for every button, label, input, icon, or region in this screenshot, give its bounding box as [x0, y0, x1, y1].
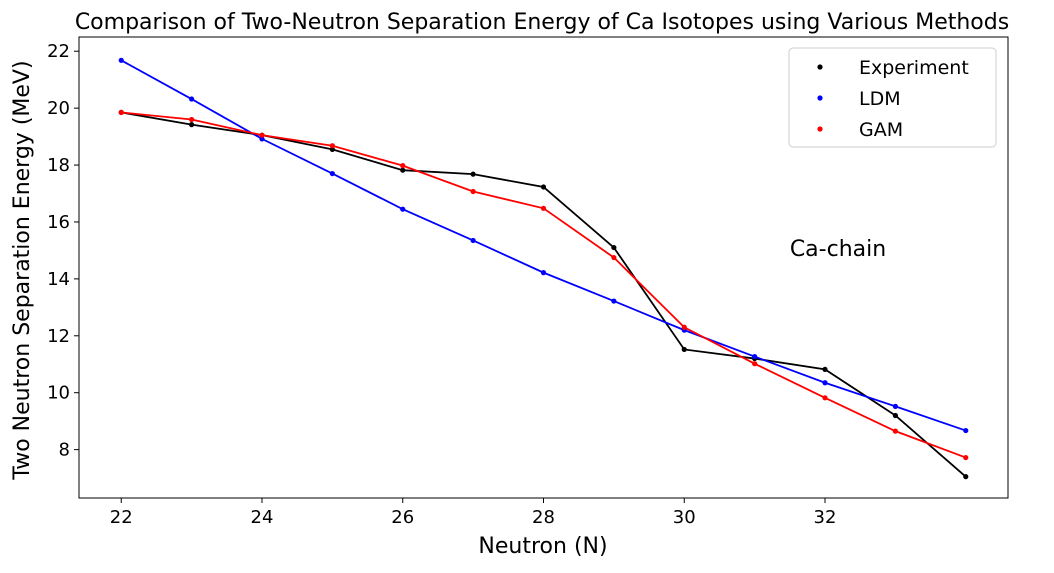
- data-point-ldm: [470, 237, 476, 244]
- data-point-experiment: [963, 474, 969, 480]
- data-point-experiment: [400, 167, 406, 173]
- data-point-experiment: [611, 244, 617, 251]
- data-point-ldm: [892, 403, 898, 409]
- data-point-gam: [892, 428, 898, 434]
- y-axis-label: Two Neutron Separation Energy (MeV): [10, 60, 35, 480]
- data-point-gam: [611, 254, 617, 261]
- data-point-ldm: [963, 427, 969, 434]
- x-tick-label: 30: [673, 507, 696, 528]
- legend: Experiment LDM GAM: [788, 47, 997, 148]
- data-point-ldm: [118, 57, 124, 63]
- y-ticks: 8 10 12 14 16 18 20 22: [47, 41, 79, 461]
- data-point-gam: [118, 109, 124, 116]
- data-point-gam: [189, 116, 195, 123]
- data-point-gam: [681, 324, 687, 330]
- data-point-gam: [963, 454, 969, 461]
- data-point-ldm: [259, 136, 265, 142]
- data-point-experiment: [540, 184, 547, 190]
- legend-marker-experiment: [817, 64, 823, 70]
- annotation-label: Ca-chain: [790, 237, 886, 262]
- y-tick-label: 20: [47, 98, 70, 119]
- x-tick-label: 22: [110, 507, 133, 528]
- data-point-gam: [259, 132, 265, 138]
- data-point-gam: [329, 143, 335, 149]
- data-point-ldm: [752, 353, 758, 360]
- x-ticks: 22 24 26 28 30 32: [110, 498, 837, 528]
- x-axis-label: Neutron (N): [478, 534, 607, 559]
- series-line-experiment: [121, 111, 967, 478]
- x-tick-label: 24: [251, 507, 274, 528]
- y-tick-label: 12: [47, 326, 70, 347]
- legend-marker-ldm: [817, 95, 823, 101]
- y-tick-label: 22: [47, 41, 70, 62]
- legend-label-gam: GAM: [859, 119, 903, 141]
- y-tick-label: 8: [59, 440, 70, 461]
- y-tick-label: 16: [47, 212, 70, 233]
- data-point-experiment: [189, 122, 195, 128]
- legend-label-ldm: LDM: [859, 88, 901, 110]
- x-tick-label: 26: [391, 507, 414, 528]
- legend-box: [788, 47, 997, 148]
- x-tick-label: 28: [532, 507, 555, 528]
- legend-items: Experiment LDM GAM: [817, 57, 969, 141]
- data-point-experiment: [681, 346, 687, 353]
- legend-marker-gam: [817, 126, 823, 132]
- x-tick-label: 32: [814, 507, 837, 528]
- chart-title: Comparison of Two-Neutron Separation Ene…: [75, 10, 1009, 35]
- data-point-gam: [540, 205, 547, 211]
- data-point-experiment: [329, 146, 335, 153]
- data-point-gam: [752, 361, 758, 367]
- y-tick-label: 14: [47, 269, 70, 290]
- series-line-gam: [121, 111, 967, 459]
- data-point-gam: [822, 395, 828, 401]
- data-point-experiment: [892, 412, 898, 419]
- data-point-ldm: [400, 206, 406, 212]
- legend-label-experiment: Experiment: [859, 57, 969, 79]
- y-tick-label: 10: [47, 383, 70, 404]
- y-tick-label: 18: [47, 155, 70, 176]
- data-point-experiment: [470, 171, 476, 177]
- data-point-experiment: [822, 366, 828, 372]
- annotation-layer: Ca-chain: [790, 237, 886, 262]
- data-point-gam: [470, 188, 476, 195]
- data-point-ldm: [189, 96, 195, 102]
- data-point-ldm: [329, 170, 335, 177]
- data-point-ldm: [822, 380, 828, 386]
- data-point-ldm: [540, 270, 547, 276]
- data-point-ldm: [611, 298, 617, 304]
- series-layer: [118, 57, 969, 480]
- data-point-gam: [400, 163, 406, 169]
